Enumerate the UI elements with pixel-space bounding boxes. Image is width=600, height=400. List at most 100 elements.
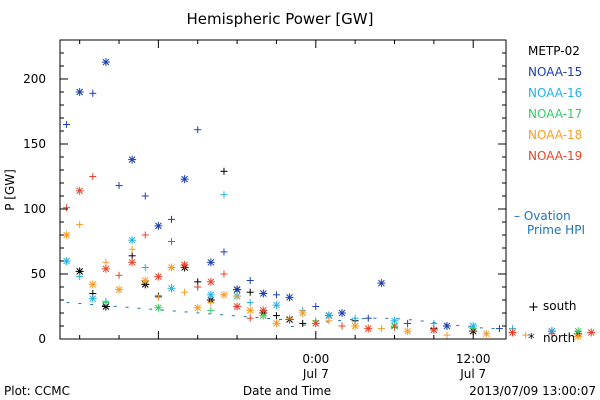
legend-entry: NOAA-17 xyxy=(528,107,582,121)
data-point xyxy=(272,312,280,320)
data-point xyxy=(207,299,215,307)
data-point xyxy=(325,317,333,325)
x-tick-date: Jul 7 xyxy=(459,367,486,381)
data-point xyxy=(101,302,110,311)
data-point xyxy=(246,288,254,296)
data-point xyxy=(391,323,398,331)
data-point xyxy=(141,192,149,200)
data-point xyxy=(482,329,491,338)
data-point xyxy=(76,221,84,229)
data-point xyxy=(246,277,254,284)
data-point xyxy=(63,204,71,212)
data-point xyxy=(128,245,136,253)
data-point xyxy=(194,283,202,291)
y-tick-label: 0 xyxy=(38,332,46,346)
y-axis: 0 50 100 150 200 xyxy=(23,39,506,346)
x-axis-label: Date and Time xyxy=(243,384,331,398)
data-point xyxy=(286,316,294,323)
data-point xyxy=(88,294,97,303)
data-point xyxy=(115,285,124,294)
marker-legend-south-symbol: + xyxy=(528,300,539,315)
data-point xyxy=(442,322,451,330)
data-point xyxy=(62,257,71,265)
data-point xyxy=(206,258,215,267)
footer-credit: Plot: CCMC xyxy=(4,384,70,398)
data-point xyxy=(89,89,97,97)
data-point xyxy=(377,325,385,333)
x-tick-time: 0:00 xyxy=(302,352,329,366)
data-point xyxy=(220,167,228,175)
data-point xyxy=(102,299,110,307)
data-point xyxy=(88,280,97,289)
data-point xyxy=(101,264,110,273)
data-point xyxy=(102,258,110,266)
data-point xyxy=(141,231,149,239)
data-point xyxy=(364,324,373,333)
data-point xyxy=(154,221,163,230)
data-point xyxy=(495,325,503,333)
data-point xyxy=(272,319,281,328)
data-point xyxy=(364,314,372,322)
ovation-label-line2: Prime HPI xyxy=(527,223,585,237)
marker-legend-north-label: north xyxy=(543,331,575,345)
data-point xyxy=(312,303,320,310)
data-point xyxy=(246,306,255,315)
data-point xyxy=(115,182,123,190)
data-point xyxy=(128,252,136,260)
y-tick-label: 200 xyxy=(23,72,46,86)
data-point xyxy=(220,270,228,278)
data-point xyxy=(285,293,294,302)
data-point xyxy=(115,271,123,279)
data-point xyxy=(141,276,150,285)
data-point xyxy=(404,319,412,327)
data-point xyxy=(167,284,176,293)
data-point xyxy=(338,309,347,317)
footer-timestamp: 2013/07/09 13:00:07 xyxy=(469,384,596,398)
data-point xyxy=(443,331,451,339)
data-point xyxy=(403,327,412,336)
data-point xyxy=(299,319,307,327)
data-point xyxy=(220,248,228,256)
legend-entry: NOAA-16 xyxy=(528,86,582,100)
legend-entry: NOAA-19 xyxy=(528,149,582,163)
data-point xyxy=(233,292,241,300)
legend-entry: METP-02 xyxy=(528,44,580,58)
legend: METP-02 NOAA-15 NOAA-16 NOAA-17 NOAA-18 NOAA-… xyxy=(528,44,582,163)
data-point xyxy=(75,186,84,195)
data-point xyxy=(76,273,84,281)
data-point xyxy=(246,314,254,322)
marker-legend-north-symbol: * xyxy=(528,332,535,347)
data-point xyxy=(141,264,149,271)
x-tick-date: Jul 7 xyxy=(302,367,329,381)
data-point xyxy=(193,303,202,312)
data-point xyxy=(167,263,176,272)
data-point xyxy=(233,302,242,311)
y-axis-label: P [GW] xyxy=(3,169,17,211)
marker-legend-south-label: south xyxy=(543,299,577,313)
data-point xyxy=(194,126,202,134)
data-point xyxy=(154,272,163,281)
data-point xyxy=(522,331,530,339)
data-point xyxy=(154,303,163,312)
data-point xyxy=(206,290,215,299)
legend-entry: NOAA-15 xyxy=(528,65,582,79)
y-tick-label: 150 xyxy=(23,137,46,151)
data-point xyxy=(75,88,84,96)
data-point xyxy=(128,236,137,245)
data-point xyxy=(181,288,189,296)
data-point xyxy=(128,155,137,164)
data-point xyxy=(220,191,228,199)
data-point xyxy=(587,328,596,337)
data-point xyxy=(272,291,280,299)
ovation-hpi-band xyxy=(66,302,495,329)
y-tick-label: 100 xyxy=(23,202,46,216)
data-point xyxy=(574,332,583,341)
data-point xyxy=(180,175,189,184)
data-point xyxy=(168,215,175,223)
chart-title: Hemispheric Power [GW] xyxy=(187,10,374,28)
data-point xyxy=(259,306,268,315)
series-layer xyxy=(62,58,596,341)
data-point xyxy=(206,277,215,286)
